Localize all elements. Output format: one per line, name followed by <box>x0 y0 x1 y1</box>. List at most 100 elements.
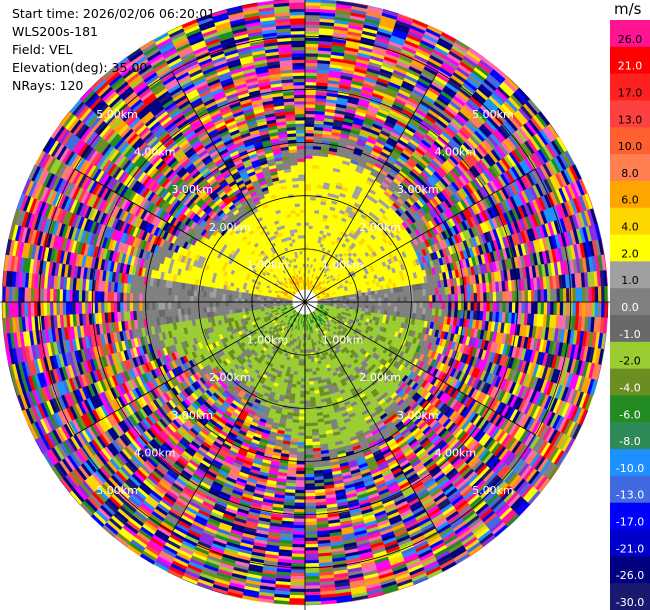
velocity-gate <box>575 287 580 303</box>
velocity-gate <box>419 295 424 303</box>
velocity-gate <box>304 187 312 191</box>
velocity-gate <box>499 301 503 313</box>
velocity-gate <box>304 247 308 252</box>
velocity-gate <box>393 306 398 312</box>
velocity-gate <box>308 238 312 242</box>
velocity-gate <box>588 286 593 303</box>
velocity-gate <box>304 27 320 32</box>
velocity-gate <box>444 301 449 310</box>
velocity-gate <box>521 290 526 303</box>
velocity-gate <box>304 158 313 163</box>
velocity-gate <box>304 225 310 229</box>
velocity-gate <box>374 294 379 299</box>
velocity-gate <box>534 301 538 315</box>
velocity-gate <box>594 286 599 303</box>
velocity-gate <box>304 222 310 226</box>
velocity-gate <box>304 241 309 245</box>
velocity-gate <box>304 123 315 127</box>
velocity-gate <box>362 298 366 303</box>
velocity-gate <box>358 298 363 303</box>
velocity-gate <box>419 301 424 309</box>
velocity-gate <box>399 306 404 313</box>
velocity-gate <box>352 296 357 300</box>
velocity-gate <box>304 193 311 198</box>
velocity-gate <box>591 301 596 318</box>
velocity-gate <box>566 287 570 303</box>
velocity-gate <box>304 24 320 29</box>
velocity-gate <box>413 295 417 303</box>
velocity-gate <box>304 30 320 35</box>
velocity-gate <box>521 301 526 314</box>
velocity-gate <box>515 290 519 303</box>
velocity-gate <box>304 8 321 13</box>
velocity-gate <box>470 301 475 312</box>
velocity-gate <box>387 306 392 312</box>
velocity-gate <box>403 296 408 303</box>
velocity-gate <box>304 75 318 80</box>
velocity-gate <box>377 293 382 299</box>
velocity-gate <box>304 84 317 89</box>
velocity-gate <box>304 209 310 213</box>
velocity-gate <box>444 294 449 303</box>
velocity-gate <box>585 301 590 318</box>
velocity-gate <box>304 212 310 217</box>
velocity-gate <box>454 293 459 303</box>
velocity-gate <box>518 301 523 314</box>
velocity-gate <box>588 301 593 318</box>
velocity-gate <box>412 290 417 297</box>
velocity-gate <box>304 97 316 102</box>
velocity-gate <box>342 297 347 301</box>
velocity-gate <box>581 301 586 317</box>
velocity-gate <box>457 293 462 303</box>
velocity-gate <box>361 304 366 309</box>
velocity-gate <box>368 305 373 310</box>
velocity-gate <box>416 301 420 309</box>
velocity-gate <box>361 295 366 300</box>
velocity-gate <box>307 244 312 249</box>
velocity-gate <box>339 297 344 301</box>
velocity-gate <box>422 295 427 303</box>
velocity-gate <box>304 107 316 112</box>
velocity-gate <box>304 53 319 57</box>
velocity-gate <box>304 100 316 105</box>
velocity-gate <box>429 301 433 309</box>
velocity-gate <box>591 286 596 303</box>
velocity-gate <box>308 234 313 239</box>
velocity-gate <box>489 301 494 313</box>
velocity-gate <box>572 287 577 303</box>
velocity-gate <box>304 65 318 70</box>
velocity-gate <box>365 295 369 299</box>
velocity-gate <box>304 14 321 19</box>
velocity-gate <box>384 301 389 307</box>
velocity-gate <box>403 307 408 313</box>
velocity-gate <box>400 296 405 303</box>
velocity-gate <box>384 306 388 311</box>
velocity-gate <box>604 301 609 319</box>
velocity-gate <box>492 301 497 313</box>
velocity-gate <box>304 49 319 54</box>
velocity-gate <box>508 301 513 314</box>
velocity-gate <box>393 292 398 298</box>
velocity-gate <box>537 289 542 303</box>
velocity-gate <box>562 288 567 303</box>
velocity-gate <box>346 297 350 300</box>
velocity-gate <box>304 43 319 48</box>
velocity-gate <box>601 286 605 303</box>
velocity-gate <box>304 174 312 178</box>
velocity-gate <box>438 301 443 310</box>
velocity-gate <box>380 293 385 299</box>
velocity-gate <box>530 289 535 303</box>
velocity-gate <box>304 183 312 188</box>
velocity-gates <box>1 0 609 606</box>
velocity-gate <box>374 305 379 310</box>
velocity-gate <box>371 294 376 299</box>
velocity-gate <box>505 301 510 313</box>
velocity-gate <box>527 289 532 303</box>
velocity-gate <box>515 301 519 314</box>
velocity-gate <box>304 40 319 45</box>
velocity-gate <box>304 145 314 150</box>
velocity-gate <box>540 289 545 303</box>
velocity-gate <box>524 290 529 303</box>
velocity-gate <box>309 219 314 223</box>
velocity-gate <box>511 290 516 303</box>
